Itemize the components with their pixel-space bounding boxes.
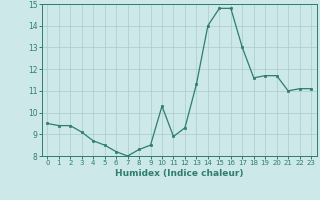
X-axis label: Humidex (Indice chaleur): Humidex (Indice chaleur): [115, 169, 244, 178]
